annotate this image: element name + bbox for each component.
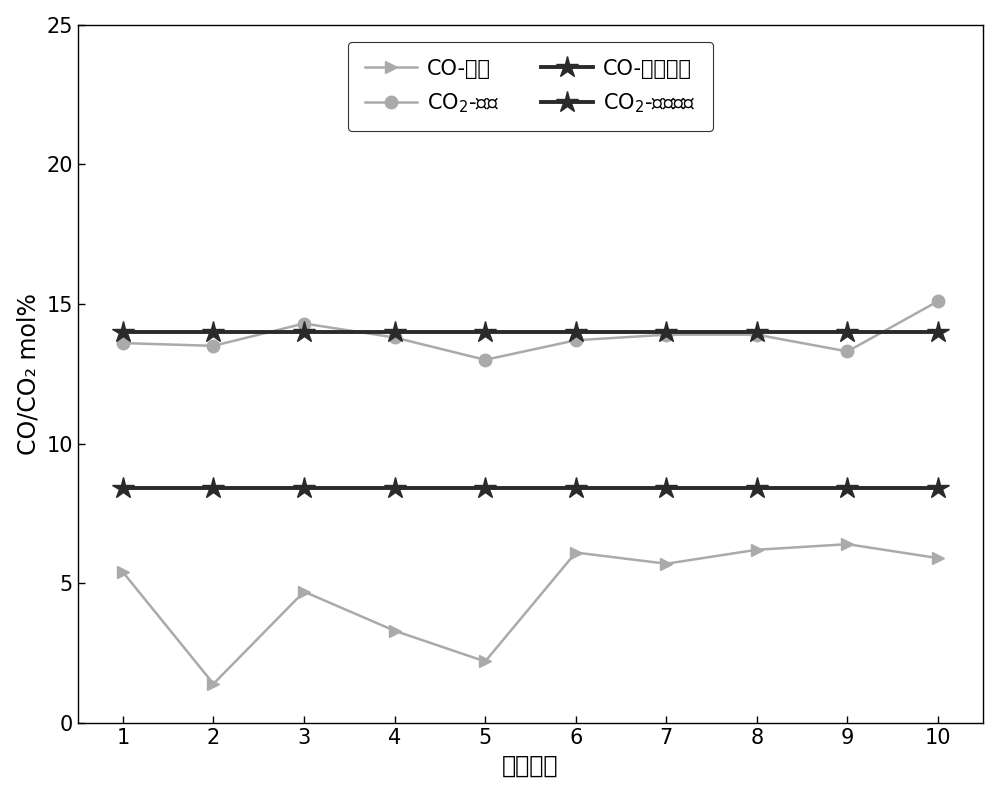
Y-axis label: CO/CO₂ mol%: CO/CO₂ mol% xyxy=(17,293,41,455)
X-axis label: 实验次数: 实验次数 xyxy=(502,754,559,777)
Legend: CO-实验, CO$_2$-实验, CO-模拟系统, CO$_2$-模拟系统: CO-实验, CO$_2$-实验, CO-模拟系统, CO$_2$-模拟系统 xyxy=(348,42,713,132)
